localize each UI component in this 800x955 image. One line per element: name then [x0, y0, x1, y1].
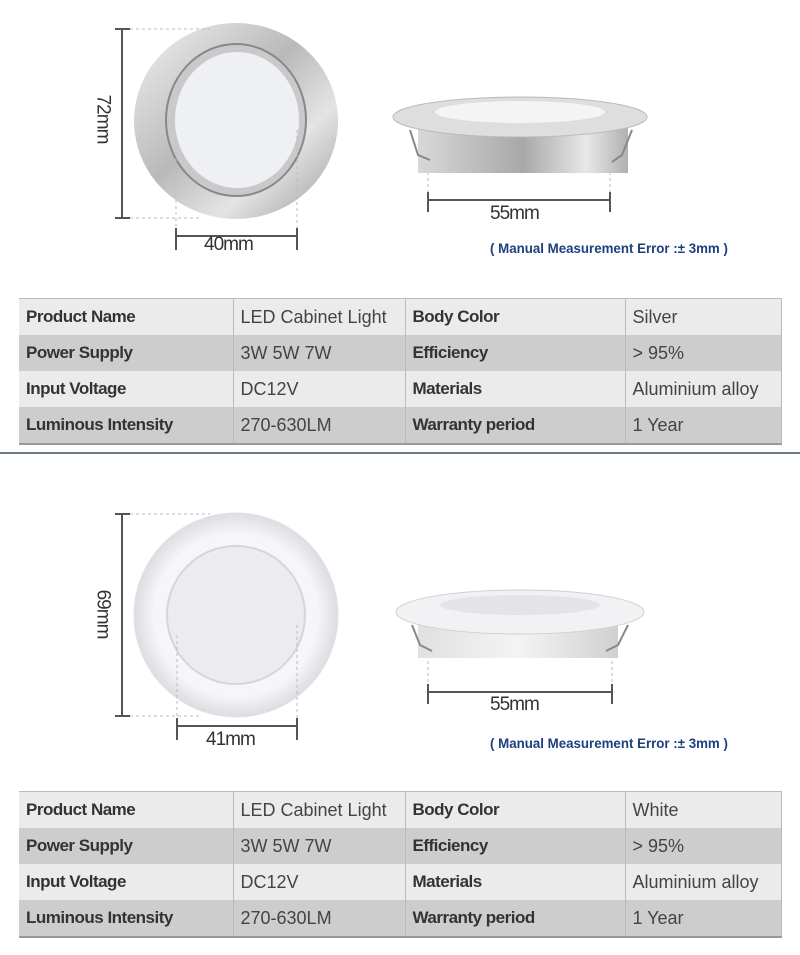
table-row: Input Voltage DC12V Materials Aluminium all…: [19, 371, 782, 407]
measurement-error-note: ( Manual Measurement Error :± 3mm ): [490, 240, 728, 256]
height-dimension-label: 69mm: [92, 589, 114, 639]
table-row: Product Name LED Cabinet Light Body Color S…: [19, 298, 782, 335]
spec-label: Product Name: [19, 791, 234, 828]
white-spec-table: Product Name LED Cabinet Light Body Color W…: [19, 791, 782, 938]
white-product-section: 69mm 41mm 55mm ( Manual Measurement Erro…: [0, 455, 800, 955]
spec-label: Warranty period: [405, 900, 626, 937]
silver-spec-table: Product Name LED Cabinet Light Body Color S…: [19, 298, 782, 445]
spec-value: LED Cabinet Light: [233, 298, 406, 335]
spec-value: Silver: [625, 298, 782, 335]
spec-label: Materials: [405, 371, 626, 407]
dimension-lines: [115, 28, 611, 250]
height-dimension-label: 72mm: [92, 94, 114, 144]
table-row: Power Supply 3W 5W 7W Efficiency > 95%: [19, 828, 782, 864]
section-divider: [0, 452, 800, 454]
spec-value: 1 Year: [625, 407, 782, 444]
spec-label: Warranty period: [405, 407, 626, 444]
spec-value: DC12V: [233, 371, 406, 407]
spec-label: Power Supply: [19, 828, 234, 864]
white-light-illustration: [115, 512, 645, 740]
spec-label: Power Supply: [19, 335, 234, 371]
spec-value: DC12V: [233, 864, 406, 900]
table-row: Power Supply 3W 5W 7W Efficiency > 95%: [19, 335, 782, 371]
spec-value: 1 Year: [625, 900, 782, 937]
cutout-dimension-label: 41mm: [206, 729, 256, 750]
side-view-white: [395, 589, 645, 658]
spec-value: Aluminium alloy: [625, 371, 782, 407]
spec-label: Efficiency: [405, 828, 626, 864]
spec-value: > 95%: [625, 828, 782, 864]
cutout-dimension-label: 40mm: [204, 234, 254, 255]
table-row: Product Name LED Cabinet Light Body Color W…: [19, 791, 782, 828]
spec-label: Body Color: [405, 298, 626, 335]
side-dimension-label: 55mm: [490, 203, 540, 224]
spec-label: Luminous Intensity: [19, 900, 234, 937]
spec-value: LED Cabinet Light: [233, 791, 406, 828]
spec-value: Aluminium alloy: [625, 864, 782, 900]
spec-value: 3W 5W 7W: [233, 828, 406, 864]
spec-label: Body Color: [405, 791, 626, 828]
measurement-error-note: ( Manual Measurement Error :± 3mm ): [490, 735, 728, 751]
front-view-silver: [134, 23, 338, 219]
spec-value: > 95%: [625, 335, 782, 371]
spec-label: Product Name: [19, 298, 234, 335]
side-dimension-label: 55mm: [490, 694, 540, 715]
spec-value: 3W 5W 7W: [233, 335, 406, 371]
spec-label: Input Voltage: [19, 371, 234, 407]
spec-label: Materials: [405, 864, 626, 900]
silver-product-section: 72mm 40mm 55mm ( Manual Measurement Erro…: [0, 0, 800, 452]
table-row: Luminous Intensity 270-630LM Warranty peri…: [19, 900, 782, 937]
table-row: Input Voltage DC12V Materials Aluminium all…: [19, 864, 782, 900]
spec-label: Efficiency: [405, 335, 626, 371]
spec-value: 270-630LM: [233, 407, 406, 444]
front-view-white: [133, 512, 339, 718]
spec-value: White: [625, 791, 782, 828]
spec-value: 270-630LM: [233, 900, 406, 937]
spec-label: Input Voltage: [19, 864, 234, 900]
side-view-silver: [392, 96, 648, 173]
spec-label: Luminous Intensity: [19, 407, 234, 444]
table-row: Luminous Intensity 270-630LM Warranty peri…: [19, 407, 782, 444]
silver-light-illustration: [115, 23, 648, 250]
